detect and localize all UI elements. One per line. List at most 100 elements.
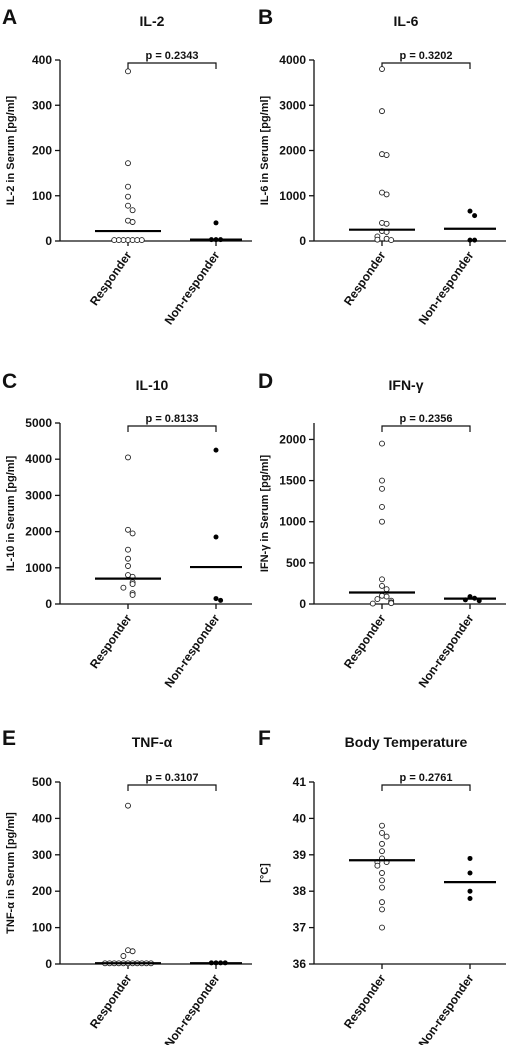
- responder-point: [125, 563, 131, 569]
- nonresponder-point: [213, 447, 219, 453]
- p-value-label: p = 0.3107: [146, 772, 199, 784]
- panel-title: IFN-γ: [389, 377, 424, 393]
- y-tick-label: 500: [286, 556, 306, 570]
- responder-point: [125, 555, 131, 562]
- y-axis-label: IL-2 in Serum [pg/ml]: [5, 95, 17, 205]
- panel-d: D IFN-γ 0 500 1000 1500 2000 IFN-γ in Serum [pg…: [258, 370, 506, 690]
- nonresponder-point: [467, 870, 473, 876]
- responder-point: [379, 576, 385, 583]
- nonresponder-point: [467, 888, 473, 894]
- responder-point: [125, 546, 131, 553]
- responder-point: [379, 582, 385, 589]
- panel-letter: A: [2, 6, 17, 29]
- x-tick-label: Responder: [341, 971, 389, 1031]
- responder-point: [379, 830, 385, 836]
- x-tick-label: Non-responder: [162, 248, 223, 327]
- responder-point: [379, 592, 385, 599]
- responder-point: [383, 586, 390, 593]
- responder-point: [388, 237, 395, 244]
- significance-bracket: [127, 784, 217, 791]
- responder-point: [379, 848, 385, 855]
- panel-letter: B: [258, 6, 273, 29]
- x-tick-label: Responder: [87, 611, 135, 671]
- y-tick-label: 300: [32, 98, 52, 112]
- panel-title: TNF-α: [132, 734, 173, 750]
- panel-b: B IL-6 0 1000 2000 3000 4000 IL-6 in Serum [pg/…: [258, 6, 506, 327]
- y-axis-label: TNF-α in Serum [pg/ml]: [5, 812, 17, 934]
- y-tick-label: 0: [45, 957, 52, 971]
- responder-point: [379, 924, 385, 931]
- responder-point: [125, 193, 131, 200]
- responder-point: [383, 191, 390, 198]
- nonresponder-point: [467, 855, 473, 861]
- responder-point: [111, 237, 118, 244]
- significance-bracket: [127, 425, 217, 432]
- responder-point: [379, 485, 385, 492]
- responder-point: [125, 202, 131, 209]
- responder-point: [379, 477, 385, 484]
- p-value-label: p = 0.2343: [146, 50, 199, 62]
- y-tick-label: 100: [32, 189, 52, 203]
- y-axis-label: IL-10 in Serum [pg/ml]: [5, 455, 17, 571]
- significance-bracket: [381, 425, 471, 432]
- responder-point: [138, 237, 145, 244]
- p-value-label: p = 0.2761: [400, 772, 453, 784]
- y-tick-label: 0: [299, 597, 306, 611]
- y-tick-label: 39: [293, 848, 307, 862]
- responder-point: [374, 862, 381, 869]
- responder-point: [379, 899, 385, 906]
- panel-title: IL-2: [140, 13, 165, 29]
- y-tick-label: 41: [293, 775, 307, 789]
- y-tick-label: 1500: [279, 474, 306, 488]
- panel-title: IL-6: [394, 13, 419, 29]
- y-tick-label: 1000: [25, 561, 52, 575]
- responder-point: [383, 833, 390, 840]
- nonresponder-point: [213, 596, 219, 602]
- y-tick-label: 300: [32, 848, 52, 862]
- panel-letter: D: [258, 370, 273, 393]
- responder-point: [125, 802, 131, 809]
- y-axis-label: IFN-γ in Serum [pg/ml]: [259, 454, 271, 572]
- y-tick-label: 400: [32, 53, 52, 67]
- y-tick-label: 38: [293, 884, 307, 898]
- nonresponder-point: [467, 237, 473, 243]
- y-tick-label: 100: [32, 921, 52, 935]
- responder-point: [379, 66, 385, 73]
- nonresponder-point: [472, 213, 478, 219]
- responder-point: [379, 884, 385, 891]
- y-tick-label: 36: [293, 957, 307, 971]
- y-tick-label: 2000: [279, 432, 306, 446]
- x-tick-label: Non-responder: [416, 971, 477, 1045]
- responder-point: [125, 160, 131, 167]
- nonresponder-point: [213, 220, 219, 226]
- y-tick-label: 0: [299, 234, 306, 248]
- responder-point: [379, 822, 385, 829]
- responder-point: [379, 840, 385, 847]
- responder-point: [379, 503, 385, 510]
- panel-title: Body Temperature: [345, 734, 468, 750]
- y-tick-label: 37: [293, 921, 307, 935]
- y-tick-label: 2000: [25, 525, 52, 539]
- x-tick-label: Responder: [341, 248, 389, 308]
- panel-c: C IL-10 0 1000 2000 3000 4000 5000 IL-10 in Seru…: [2, 370, 252, 690]
- y-tick-label: 200: [32, 884, 52, 898]
- responder-point: [129, 219, 136, 225]
- y-tick-label: 1000: [279, 515, 306, 529]
- panel-title: IL-10: [136, 377, 169, 393]
- responder-point: [369, 600, 376, 607]
- y-tick-label: 5000: [25, 416, 52, 430]
- responder-point: [129, 592, 136, 598]
- y-tick-label: 1000: [279, 189, 306, 203]
- responder-point: [379, 870, 385, 876]
- x-tick-label: Non-responder: [162, 611, 223, 690]
- responder-point: [379, 108, 385, 115]
- significance-bracket: [381, 62, 471, 69]
- nonresponder-point: [467, 895, 473, 901]
- nonresponder-point: [472, 237, 478, 243]
- p-value-label: p = 0.2356: [400, 413, 453, 425]
- y-tick-label: 200: [32, 144, 52, 158]
- responder-point: [120, 953, 127, 959]
- panel-letter: E: [2, 727, 16, 750]
- panel-a: A IL-2 0 100 200 300 400 IL-2 in Serum [pg/ml] R…: [2, 6, 252, 327]
